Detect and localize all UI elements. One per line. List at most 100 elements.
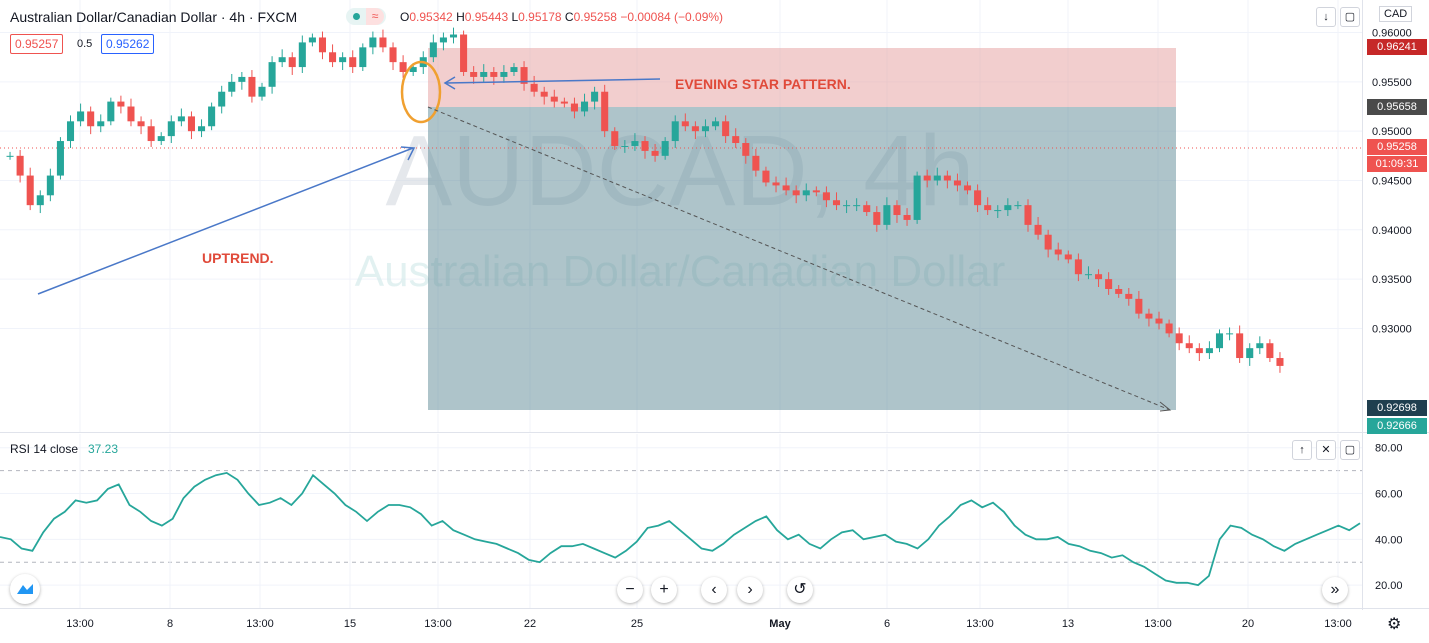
low-price-tag: 0.92666 <box>1367 418 1427 434</box>
candle <box>6 151 14 160</box>
candle-body <box>1246 348 1254 359</box>
candle <box>1175 327 1183 351</box>
rsi-chart[interactable]: 20.00 40.00 60.00 80.00 <box>0 434 1429 610</box>
scroll-right-button[interactable]: › <box>737 577 763 603</box>
projection-line[interactable] <box>427 106 1171 411</box>
candle-body <box>288 57 296 68</box>
close-icon[interactable]: ✕ <box>1316 440 1336 460</box>
candle-body <box>812 190 820 193</box>
tradingview-logo-icon[interactable] <box>10 574 40 604</box>
price-tick-label: 0.93500 <box>1372 274 1412 286</box>
candle-body <box>1125 293 1133 299</box>
candle-body <box>550 96 558 102</box>
candle-body <box>147 126 155 142</box>
market-status-badge[interactable]: ≈ <box>346 8 386 25</box>
evening-star-label: EVENING STAR PATTERN. <box>675 76 851 92</box>
move-up-icon[interactable]: ↑ <box>1292 440 1312 460</box>
symbol-title[interactable]: Australian Dollar/Canadian Dollar · 4h ·… <box>10 9 298 25</box>
candle <box>1226 327 1234 341</box>
candle <box>127 98 135 127</box>
sell-price-button[interactable]: 0.95257 <box>10 34 64 54</box>
candle <box>339 52 347 71</box>
rsi-title[interactable]: RSI 14 close <box>10 442 79 456</box>
candle-body <box>732 136 740 144</box>
candle <box>510 63 518 76</box>
open-label: O <box>400 10 410 24</box>
candle <box>268 56 276 94</box>
candle <box>460 30 468 76</box>
projection-arrow-head <box>1159 401 1172 412</box>
candle <box>87 106 95 135</box>
candle <box>1155 311 1163 330</box>
price-axis[interactable]: 0.93000 0.93500 0.94000 0.94500 0.95000 0.955… <box>1372 28 1412 336</box>
jump-to-latest-button[interactable]: » <box>1322 577 1348 603</box>
candle-body <box>853 205 861 207</box>
candle-body <box>762 170 770 183</box>
candle <box>651 144 659 162</box>
candle-body <box>1236 333 1244 359</box>
time-tick-label: 13:00 <box>1324 618 1352 630</box>
candle-body <box>1195 348 1203 354</box>
pattern-circle[interactable] <box>400 60 442 124</box>
candle-body <box>429 42 437 58</box>
candle-body <box>439 37 447 43</box>
settings-gear-icon[interactable]: ⚙ <box>1387 616 1402 633</box>
zoom-out-button[interactable]: − <box>617 577 643 603</box>
rsi-axis[interactable]: 20.00 40.00 60.00 80.00 <box>1375 443 1403 592</box>
evening-star-arrow[interactable] <box>445 78 661 84</box>
time-tick-label: 6 <box>883 618 891 630</box>
time-tick-label: 20 <box>1241 618 1255 630</box>
candle-body <box>87 111 95 127</box>
candle <box>1044 229 1052 258</box>
candle <box>157 132 165 145</box>
price-tick-label: 0.94000 <box>1372 225 1412 237</box>
candle-body <box>97 121 105 127</box>
candle <box>631 133 639 151</box>
candle <box>601 84 609 138</box>
maximize-pane-icon[interactable]: ▢ <box>1340 440 1360 460</box>
candle-body <box>449 34 458 38</box>
currency-label[interactable]: CAD <box>1379 6 1413 22</box>
evening-star-arrow-head <box>443 76 456 90</box>
candle-body <box>802 190 810 196</box>
zoom-in-button[interactable]: + <box>651 577 677 603</box>
candle <box>1034 216 1042 240</box>
candle-body <box>701 126 709 132</box>
candle-body <box>228 81 236 92</box>
candle-body <box>742 143 750 156</box>
reset-chart-button[interactable]: ↺ <box>787 577 813 603</box>
candle-body <box>268 62 276 87</box>
buy-price-button[interactable]: 0.95262 <box>101 34 155 54</box>
candle-body <box>570 103 578 112</box>
candle-body <box>631 141 639 146</box>
candle <box>732 128 740 148</box>
candle-body <box>409 67 417 72</box>
candle <box>681 113 689 132</box>
candle-body <box>258 86 266 97</box>
candle <box>369 31 377 55</box>
candle <box>1004 198 1012 216</box>
candle-body <box>1175 333 1183 344</box>
stop-price-tag: 0.96241 <box>1367 39 1427 55</box>
candle <box>349 50 357 73</box>
scroll-left-button[interactable]: ‹ <box>701 577 727 603</box>
candle <box>550 89 558 108</box>
price-tick-label: 0.96000 <box>1372 28 1412 40</box>
uptrend-arrow[interactable] <box>37 147 414 295</box>
candle-body <box>359 47 367 68</box>
arrow-down-icon[interactable]: ↓ <box>1316 7 1336 27</box>
candle-body <box>56 141 64 176</box>
candle-body <box>308 37 316 43</box>
candle-body <box>187 116 195 132</box>
candle <box>1145 308 1153 327</box>
maximize-icon[interactable]: ▢ <box>1340 7 1360 27</box>
candle-body <box>1165 323 1173 334</box>
candle <box>77 103 85 127</box>
candle <box>530 75 538 97</box>
time-axis[interactable]: 13:00 8 13:00 15 13:00 22 25 May 6 13:00 13 13:00 20… <box>0 610 1362 640</box>
candle-body <box>1084 274 1092 276</box>
candle <box>470 66 478 84</box>
candle <box>1125 288 1133 306</box>
price-chart[interactable]: AUDCAD, 4h Australian Dollar/Canadian Do… <box>0 0 1429 434</box>
price-tick-label: 0.94500 <box>1372 175 1412 187</box>
